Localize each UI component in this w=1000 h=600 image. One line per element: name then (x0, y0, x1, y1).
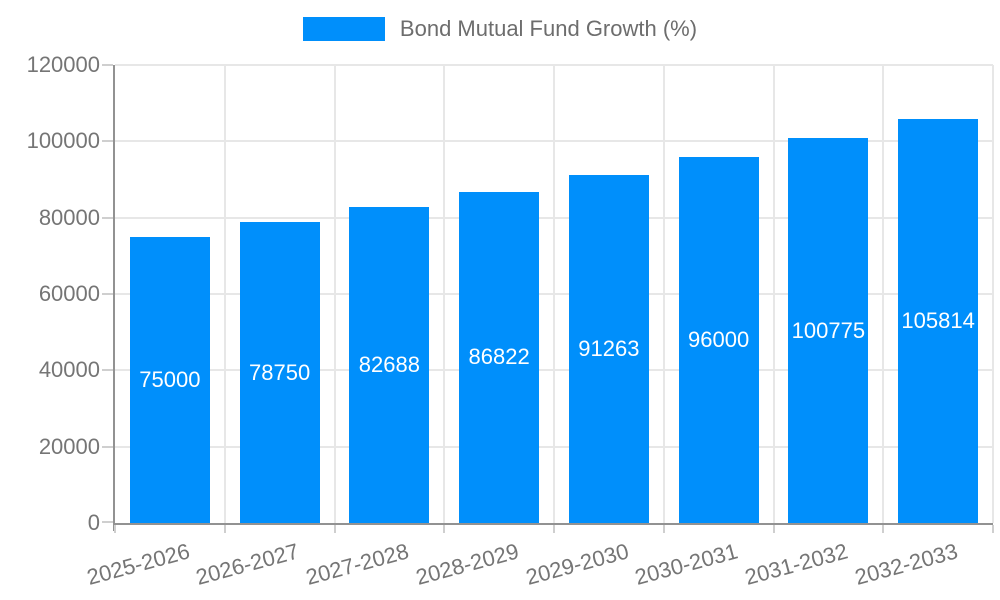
bar[interactable]: 96000 (678, 156, 759, 523)
x-axis-line (113, 523, 993, 525)
gridline-vertical (553, 65, 555, 523)
chart-legend[interactable]: Bond Mutual Fund Growth (%) (0, 17, 1000, 41)
x-axis-tick (772, 525, 775, 533)
x-axis-tick (114, 525, 116, 533)
bar[interactable]: 78750 (239, 222, 320, 523)
gridline-vertical (223, 65, 226, 523)
bar-value-label: 105814 (901, 308, 975, 334)
legend-swatch (302, 17, 385, 41)
y-tick-label: 0 (87, 510, 100, 535)
bar-value-label: 82688 (358, 352, 420, 378)
gridline-vertical (772, 65, 775, 523)
y-tick-label: 100000 (26, 128, 100, 154)
x-tick-label: 2029-2030 (522, 538, 631, 590)
y-tick-label: 60000 (38, 281, 100, 306)
y-tick-label: 120000 (26, 52, 100, 77)
x-tick-label: 2026-2027 (193, 538, 302, 590)
y-tick-label: 80000 (38, 204, 100, 230)
y-axis-tick (102, 521, 113, 523)
y-axis-tick (102, 140, 113, 143)
bar-value-label: 91263 (578, 335, 640, 361)
x-axis-tick (553, 525, 555, 533)
y-tick-label: 20000 (38, 433, 100, 459)
x-axis-tick (223, 525, 226, 533)
bar[interactable]: 75000 (129, 236, 210, 523)
bar[interactable]: 91263 (568, 174, 649, 523)
x-tick-label: 2032-2033 (852, 538, 961, 590)
legend-label: Bond Mutual Fund Growth (%) (399, 16, 698, 41)
bar-value-label: 96000 (688, 326, 750, 352)
gridline-vertical (443, 65, 446, 523)
y-tick-label: 40000 (38, 357, 100, 383)
bar-value-label: 86822 (468, 344, 530, 370)
x-axis-tick (443, 525, 446, 533)
y-axis-tick (102, 216, 113, 219)
x-tick-label: 2025-2026 (83, 538, 192, 590)
gridline-vertical (992, 65, 994, 523)
gridline-vertical (333, 65, 336, 523)
x-axis-tick (992, 525, 994, 533)
bar-value-label: 78750 (249, 359, 311, 385)
y-axis-tick (102, 445, 113, 448)
bar[interactable]: 82688 (349, 207, 430, 523)
bar-value-label: 100775 (791, 317, 866, 343)
x-axis-tick (662, 525, 665, 533)
y-axis-line (113, 65, 115, 531)
x-tick-label: 2028-2029 (413, 538, 522, 590)
y-axis-tick (102, 369, 113, 372)
plot-area: 75000 78750 82688 86822 91263 96000 100775 1058… (102, 64, 994, 533)
x-tick-label: 2031-2032 (742, 538, 851, 590)
gridline-vertical (662, 65, 665, 523)
bar[interactable]: 105814 (898, 119, 979, 523)
gridline-vertical (882, 65, 885, 523)
x-tick-label: 2027-2028 (303, 538, 412, 590)
y-axis-tick (102, 293, 113, 295)
bar[interactable]: 86822 (459, 191, 540, 523)
bar[interactable]: 100775 (788, 138, 869, 523)
y-axis-tick (102, 64, 113, 66)
x-axis-tick (333, 525, 336, 533)
x-tick-label: 2030-2031 (632, 538, 741, 590)
bar-value-label: 75000 (139, 366, 201, 392)
x-axis-tick (882, 525, 885, 533)
